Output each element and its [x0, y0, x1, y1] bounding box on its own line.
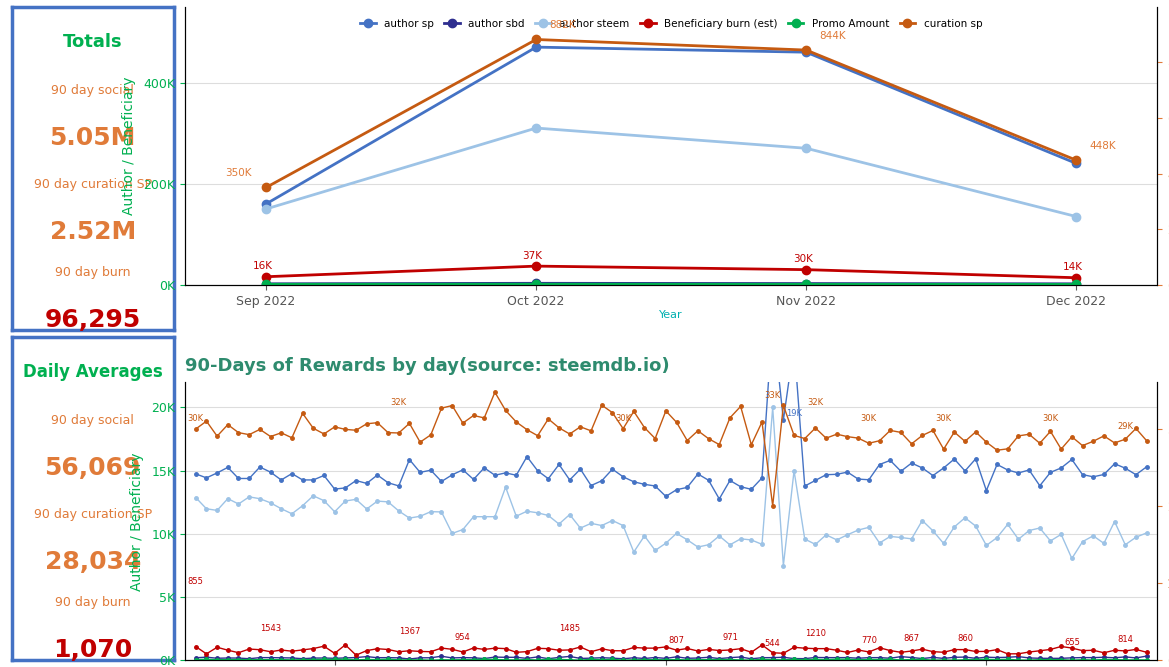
author sp	[260, 200, 274, 208]
Text: 30K: 30K	[793, 254, 812, 264]
Text: 37K: 37K	[523, 251, 542, 261]
Text: 770: 770	[860, 636, 877, 644]
Beneficiary burn (est)	[1070, 273, 1084, 281]
Beneficiary burn (est)	[260, 273, 274, 281]
Text: 90 day curation SP: 90 day curation SP	[34, 178, 152, 191]
Text: 28,034: 28,034	[44, 550, 141, 574]
Text: 32K: 32K	[390, 398, 407, 408]
Text: 971: 971	[722, 633, 738, 642]
X-axis label: Year: Year	[659, 310, 683, 320]
Text: 90-Days of Rewards by day(source: steemdb.io): 90-Days of Rewards by day(source: steemd…	[185, 357, 670, 375]
author steem	[530, 124, 544, 132]
Text: 16K: 16K	[253, 261, 272, 271]
Text: 14K: 14K	[1063, 262, 1082, 272]
Text: 32K: 32K	[808, 398, 823, 408]
Text: 30K: 30K	[188, 414, 203, 423]
curation sp	[530, 35, 544, 43]
Text: 30K: 30K	[860, 414, 877, 423]
Line: author steem: author steem	[262, 124, 1080, 221]
Legend: author sp, author sbd, author steem, Beneficiary burn (est), Promo Amount, curat: author sp, author sbd, author steem, Ben…	[357, 15, 987, 33]
Y-axis label: Author / Beneficiary: Author / Beneficiary	[131, 452, 145, 590]
Text: 350K: 350K	[226, 168, 253, 178]
author steem	[260, 205, 274, 213]
Text: 1367: 1367	[399, 627, 420, 636]
Text: 1485: 1485	[559, 624, 580, 633]
author sp	[800, 48, 814, 56]
Text: 90 day social: 90 day social	[51, 84, 134, 97]
author sbd	[1070, 280, 1084, 288]
Text: 29K: 29K	[1118, 422, 1133, 430]
Text: 544: 544	[765, 640, 781, 648]
Text: 90 day burn: 90 day burn	[55, 265, 131, 279]
Promo Amount	[800, 280, 814, 288]
Text: 1210: 1210	[805, 629, 826, 638]
author sp	[530, 43, 544, 51]
Text: 96,295: 96,295	[44, 307, 140, 331]
Text: 1,070: 1,070	[53, 638, 132, 662]
Text: Totals: Totals	[63, 33, 123, 51]
Line: Beneficiary burn (est): Beneficiary burn (est)	[262, 262, 1080, 282]
Beneficiary burn (est)	[530, 262, 544, 270]
Text: 867: 867	[904, 634, 920, 644]
author steem	[1070, 213, 1084, 221]
curation sp	[260, 183, 274, 191]
Text: 855: 855	[188, 578, 203, 586]
Line: curation sp: curation sp	[262, 35, 1080, 191]
Text: 56,069: 56,069	[44, 456, 141, 480]
Promo Amount	[260, 280, 274, 288]
Text: 19K: 19K	[786, 410, 802, 418]
author sbd	[800, 279, 814, 287]
Text: 814: 814	[1118, 635, 1133, 644]
Text: 844K: 844K	[819, 31, 846, 41]
Line: author sbd: author sbd	[262, 279, 1080, 288]
Text: 2.52M: 2.52M	[49, 220, 136, 244]
Text: 90 day social: 90 day social	[51, 414, 134, 428]
Text: 30K: 30K	[615, 414, 631, 423]
Y-axis label: Author / Beneficiary: Author / Beneficiary	[123, 77, 137, 215]
Text: 807: 807	[669, 636, 685, 644]
Text: 954: 954	[455, 633, 471, 642]
Promo Amount	[1070, 280, 1084, 288]
Text: 1543: 1543	[260, 624, 281, 633]
Text: 30K: 30K	[1043, 414, 1059, 423]
Text: 33K: 33K	[765, 391, 781, 400]
Beneficiary burn (est)	[800, 265, 814, 273]
Text: 448K: 448K	[1090, 141, 1116, 151]
Line: Promo Amount: Promo Amount	[262, 280, 1080, 289]
Text: 655: 655	[1064, 638, 1080, 646]
author steem	[800, 144, 814, 152]
Text: 90 day curation SP: 90 day curation SP	[34, 508, 152, 521]
author sbd	[530, 279, 544, 287]
Text: 30K: 30K	[935, 414, 952, 423]
curation sp	[800, 46, 814, 54]
Text: 860: 860	[957, 634, 973, 644]
Text: 5.05M: 5.05M	[49, 127, 136, 150]
Promo Amount	[530, 280, 544, 288]
Line: author sp: author sp	[262, 43, 1080, 208]
author sbd	[260, 280, 274, 288]
Text: 90 day burn: 90 day burn	[55, 596, 131, 608]
curation sp	[1070, 156, 1084, 164]
Text: 882K: 882K	[549, 21, 576, 31]
Text: Daily Averages: Daily Averages	[23, 363, 162, 381]
author sp	[1070, 159, 1084, 167]
